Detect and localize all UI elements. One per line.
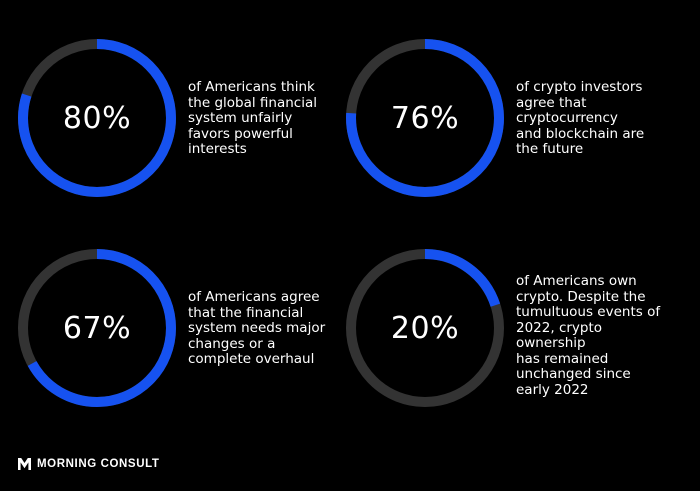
stat-card: 80% of Americans think the global financ… [18, 39, 348, 229]
stat-value: 20% [390, 310, 460, 346]
stat-card: 76% of crypto investors agree that crypt… [346, 39, 676, 229]
stat-value: 80% [62, 100, 132, 136]
donut-value-arc [18, 249, 176, 407]
donut-value-arc [346, 249, 504, 407]
stat-card: 20% of Americans own crypto. Despite the… [346, 249, 676, 439]
donut-chart [18, 249, 176, 407]
brand: MORNING CONSULT [18, 458, 160, 470]
donut-value-arc [346, 39, 504, 197]
stat-description: of crypto investors agree that cryptocur… [516, 79, 645, 157]
stat-value: 76% [390, 100, 460, 136]
stat-card: 67% of Americans agree that the financia… [18, 249, 348, 439]
donut-chart [18, 39, 176, 197]
stat-description: of Americans own crypto. Despite the tum… [516, 273, 661, 398]
donut-chart [346, 249, 504, 407]
morning-consult-logo-icon [18, 458, 31, 470]
stat-description: of Americans think the global financial … [188, 79, 317, 157]
stat-description: of Americans agree that the financial sy… [188, 289, 326, 367]
donut-chart [346, 39, 504, 197]
stat-value: 67% [62, 310, 132, 346]
donut-value-arc [18, 39, 176, 197]
brand-name: MORNING CONSULT [37, 458, 160, 470]
